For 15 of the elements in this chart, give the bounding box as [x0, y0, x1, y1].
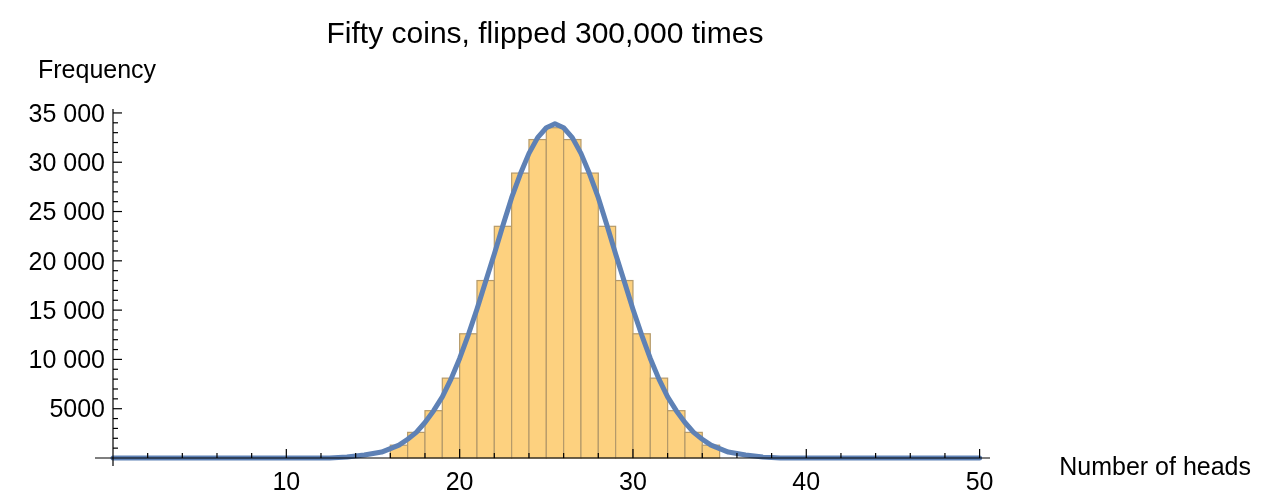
y-axis-title: Frequency	[38, 55, 157, 83]
x-tick-label: 40	[792, 467, 821, 495]
y-tick-label: 30 000	[28, 147, 105, 176]
x-tick-label: 20	[445, 467, 474, 495]
x-tick-label: 10	[272, 467, 301, 495]
y-tick-label: 20 000	[28, 246, 105, 275]
x-axis-title: Number of heads	[1059, 451, 1251, 480]
y-tick-label: 35 000	[28, 98, 105, 127]
chart-title: Fifty coins, flipped 300,000 times	[326, 16, 764, 49]
y-tick-label: 25 000	[28, 197, 105, 226]
y-tick-label: 5000	[49, 394, 105, 423]
x-tick-label: 50	[965, 467, 994, 495]
y-tick-label: 15 000	[28, 295, 105, 324]
x-tick-label: 30	[619, 467, 647, 495]
y-tick-label: 10 000	[28, 345, 105, 374]
